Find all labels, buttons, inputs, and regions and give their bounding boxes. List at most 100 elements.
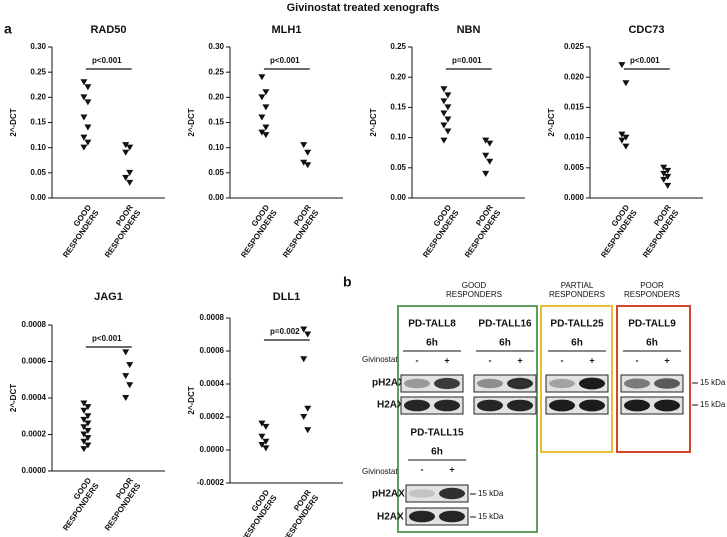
data-point: [122, 349, 130, 356]
x-tick-label: GOODRESPONDERS: [414, 203, 461, 260]
data-point: [84, 413, 92, 420]
x-tick-group: POORRESPONDERS: [281, 488, 321, 537]
data-point: [618, 137, 626, 144]
y-tick-label: 0.020: [564, 72, 585, 81]
data-point: [80, 416, 88, 423]
sample-name: PD-TALL25: [550, 319, 604, 330]
condition-label: +: [444, 355, 449, 365]
condition-label: +: [449, 464, 454, 474]
data-point: [482, 137, 490, 144]
data-point: [122, 395, 130, 401]
blot-band: [579, 399, 605, 412]
data-point: [258, 114, 266, 121]
blot-band: [434, 399, 460, 412]
data-point: [258, 442, 266, 449]
blot-band: [434, 377, 460, 390]
data-point: [440, 86, 448, 93]
y-tick-label: 0.10: [390, 133, 406, 142]
data-point: [126, 382, 134, 389]
group-box: [540, 305, 613, 453]
data-point: [664, 167, 672, 174]
blot-band: [439, 487, 465, 500]
data-point: [80, 446, 88, 453]
chart-title: MLH1: [272, 24, 302, 36]
significance-label: p<0.001: [630, 56, 660, 65]
condition-label: +: [589, 355, 594, 365]
data-point: [262, 423, 270, 430]
treatment-label: Givinostat: [362, 467, 398, 476]
time-label: 6h: [646, 338, 658, 349]
y-tick-label: 0.15: [208, 118, 224, 127]
data-point: [84, 139, 92, 146]
row-label: H2AX: [377, 400, 404, 411]
data-point: [122, 149, 130, 156]
significance-label: p<0.001: [92, 56, 122, 65]
y-axis-label: 2^-DCT: [187, 108, 196, 136]
data-point: [300, 159, 308, 166]
y-tick-label: 0.0008: [22, 320, 47, 329]
data-point: [258, 420, 266, 427]
panel-label: a: [4, 21, 12, 37]
data-point: [258, 94, 266, 101]
group-box: [616, 305, 691, 453]
x-tick-label: POORRESPONDERS: [274, 203, 321, 260]
data-point: [660, 164, 668, 171]
data-point: [80, 134, 88, 141]
data-point: [80, 400, 88, 407]
data-point: [660, 176, 668, 183]
blot-band: [549, 399, 575, 412]
y-tick-label: 0.0004: [22, 393, 47, 402]
marker-label: 15 kDa: [478, 512, 504, 521]
x-tick-group: GOODRESPONDERS: [414, 203, 461, 260]
y-tick-label: 0.000: [564, 193, 585, 202]
y-tick-label: 0.0000: [22, 466, 47, 475]
y-tick-label: 0.005: [564, 163, 585, 172]
data-point: [622, 134, 630, 141]
blot-band: [477, 378, 503, 389]
time-label: 6h: [571, 338, 583, 349]
group-label: POOR RESPONDERS: [624, 281, 680, 299]
blot-band: [404, 399, 430, 412]
blot-band: [624, 399, 650, 412]
x-tick-group: GOODRESPONDERS: [239, 203, 279, 260]
x-tick-group: POORRESPONDERS: [463, 203, 503, 260]
x-tick-label: POORRESPONDERS: [634, 203, 681, 260]
y-axis-label: 2^-DCT: [369, 108, 378, 136]
blot-band: [549, 378, 575, 389]
data-point: [84, 404, 92, 411]
data-point: [122, 142, 130, 149]
data-point: [618, 131, 626, 138]
data-point: [126, 362, 134, 369]
y-tick-label: 0.25: [208, 67, 224, 76]
y-tick-label: 0.25: [390, 42, 406, 51]
blot-band: [654, 399, 680, 412]
chart-title: RAD50: [90, 24, 126, 36]
data-point: [622, 143, 630, 150]
group-label: PARTIAL RESPONDERS: [549, 281, 605, 299]
data-point: [84, 99, 92, 106]
data-point: [80, 94, 88, 101]
panel-label: b: [343, 274, 352, 290]
data-point: [664, 173, 672, 180]
blot-band: [507, 399, 533, 412]
time-label: 6h: [499, 338, 511, 349]
data-point: [126, 179, 134, 186]
treatment-label: Givinostat: [362, 355, 398, 364]
x-tick-label: POORRESPONDERS: [96, 476, 143, 533]
y-tick-label: 0.0008: [200, 313, 225, 322]
data-point: [126, 144, 134, 151]
data-point: [84, 84, 92, 91]
data-point: [618, 62, 626, 69]
y-tick-label: 0.20: [208, 92, 224, 101]
x-tick-group: GOODRESPONDERS: [599, 203, 639, 260]
significance-label: p=0.002: [270, 327, 300, 336]
data-point: [84, 442, 92, 449]
x-tick-label: GOODRESPONDERS: [232, 488, 279, 537]
y-tick-label: 0.0004: [200, 379, 225, 388]
condition-label: +: [517, 355, 522, 365]
data-point: [84, 435, 92, 442]
group-box: [397, 305, 538, 533]
blot-band: [404, 378, 430, 389]
data-point: [660, 170, 668, 177]
data-point: [122, 174, 130, 181]
